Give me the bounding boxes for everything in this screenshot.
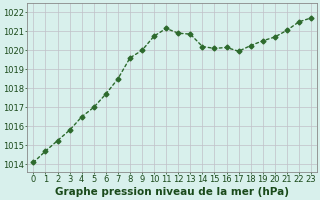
X-axis label: Graphe pression niveau de la mer (hPa): Graphe pression niveau de la mer (hPa) — [55, 187, 289, 197]
